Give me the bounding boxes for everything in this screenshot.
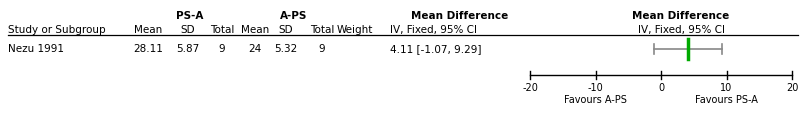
Text: -20: -20: [522, 83, 538, 93]
Text: 24: 24: [248, 44, 262, 54]
Text: SD: SD: [181, 25, 195, 35]
Text: IV, Fixed, 95% CI: IV, Fixed, 95% CI: [390, 25, 477, 35]
Text: 4.11 [-1.07, 9.29]: 4.11 [-1.07, 9.29]: [390, 44, 482, 54]
Text: 5.32: 5.32: [274, 44, 298, 54]
Text: 9: 9: [318, 44, 326, 54]
Text: Favours A-PS: Favours A-PS: [564, 95, 627, 105]
Text: Study or Subgroup: Study or Subgroup: [8, 25, 106, 35]
Text: Total: Total: [210, 25, 234, 35]
Text: Mean: Mean: [134, 25, 162, 35]
Text: Nezu 1991: Nezu 1991: [8, 44, 64, 54]
Text: 20: 20: [786, 83, 798, 93]
Text: Total: Total: [310, 25, 334, 35]
Text: Mean Difference: Mean Difference: [632, 11, 730, 21]
Text: Mean Difference: Mean Difference: [411, 11, 509, 21]
Text: IV, Fixed, 95% CI: IV, Fixed, 95% CI: [638, 25, 725, 35]
Text: 0: 0: [658, 83, 664, 93]
Text: SD: SD: [278, 25, 294, 35]
Text: Mean: Mean: [241, 25, 269, 35]
Text: PS-A: PS-A: [176, 11, 204, 21]
Text: 9: 9: [218, 44, 226, 54]
Text: 10: 10: [720, 83, 733, 93]
Text: Weight: Weight: [337, 25, 373, 35]
Text: -10: -10: [588, 83, 603, 93]
Text: A-PS: A-PS: [280, 11, 307, 21]
Text: 5.87: 5.87: [176, 44, 200, 54]
Text: Favours PS-A: Favours PS-A: [695, 95, 758, 105]
Text: 28.11: 28.11: [133, 44, 163, 54]
